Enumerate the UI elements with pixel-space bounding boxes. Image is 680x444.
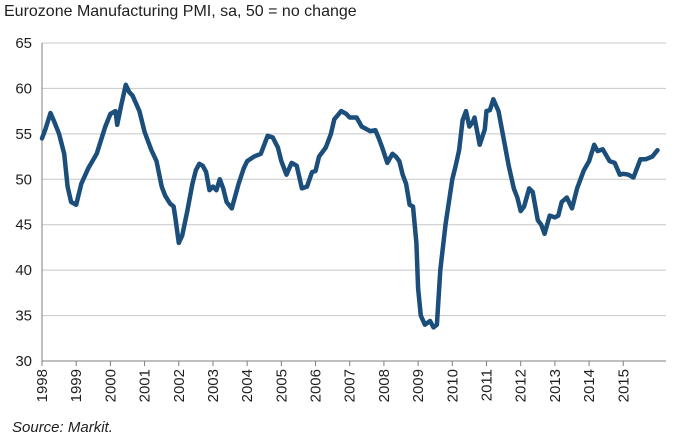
x-tick-label: 2012 — [513, 369, 530, 402]
series-line-0 — [39, 82, 660, 330]
x-tick-label: 2010 — [444, 369, 461, 402]
chart-title: Eurozone Manufacturing PMI, sa, 50 = no … — [4, 3, 357, 20]
x-tick-label: 2009 — [410, 369, 427, 402]
y-tick-label: 55 — [15, 126, 32, 143]
y-tick-label: 65 — [15, 35, 32, 52]
grid-lines — [42, 42, 666, 317]
y-tick-label: 45 — [15, 217, 32, 234]
x-tick-label: 2015 — [615, 369, 632, 402]
x-tick-label: 1999 — [68, 369, 85, 402]
x-tick-label: 2001 — [137, 369, 154, 402]
x-tick-label: 2013 — [547, 369, 564, 402]
y-tick-label: 35 — [15, 308, 32, 325]
x-tick-label: 2003 — [205, 369, 222, 402]
x-tick-label: 2014 — [581, 369, 598, 402]
x-tick-label: 1998 — [34, 369, 51, 402]
y-tick-label: 40 — [15, 262, 32, 279]
y-tick-label: 50 — [15, 171, 32, 188]
x-tick-label: 2007 — [342, 369, 359, 402]
axes — [41, 43, 666, 366]
source-note: Source: Markit. — [12, 419, 113, 436]
tick-labels: 30 35 40 45 50 55 60 65 1998 1999 2000 2001 2002 2003… — [15, 35, 632, 402]
x-tick-label: 2008 — [376, 369, 393, 402]
x-tick-label: 2011 — [478, 369, 495, 401]
x-tick-label: 2005 — [273, 369, 290, 402]
x-tick-label: 2004 — [239, 369, 256, 402]
y-tick-label: 60 — [15, 80, 32, 97]
series-layer — [39, 82, 660, 330]
x-tick-label: 2006 — [308, 369, 325, 402]
x-tick-label: 2000 — [102, 369, 119, 402]
x-tick-label: 2002 — [171, 369, 188, 402]
y-tick-label: 30 — [15, 353, 32, 370]
